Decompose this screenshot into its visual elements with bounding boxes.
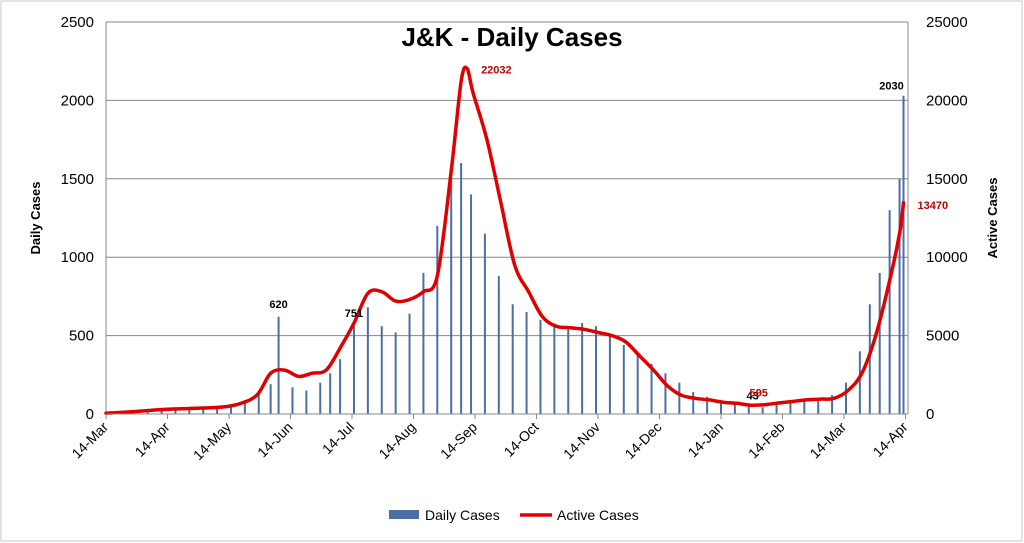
daily-cases-bar [422,272,425,414]
daily-cases-bar [436,225,439,414]
daily-cases-bar [868,304,871,414]
annotation-label: 2030 [879,81,903,93]
daily-cases-bar [408,313,411,414]
right-y-tick-label: 20000 [926,92,968,109]
daily-cases-bar [664,373,667,414]
daily-cases-bar [202,408,205,414]
daily-cases-bar [622,345,625,414]
daily-cases-bar [581,323,584,414]
annotation-label: 620 [269,299,287,311]
legend-label-active: Active Cases [557,507,639,523]
legend-label-daily: Daily Cases [425,507,500,523]
daily-cases-bar [733,403,736,414]
chart-title: J&K - Daily Cases [401,22,622,52]
daily-cases-bar [902,95,905,415]
daily-cases-bar [277,316,280,414]
daily-cases-bar [775,404,778,414]
daily-cases-bars [118,95,905,415]
daily-cases-bar [319,382,322,414]
daily-cases-bar [706,396,709,414]
annotation-label: 43 [747,390,759,402]
daily-cases-bar [380,326,383,414]
daily-cases-bar [898,178,901,414]
daily-cases-bar [636,354,639,414]
gridlines [106,21,908,337]
right-y-tick-label: 5000 [926,328,959,345]
left-y-tick-label: 500 [69,328,94,345]
daily-cases-bar [174,410,177,414]
daily-cases-bar [817,399,820,414]
legend-swatch-daily [389,510,419,519]
legend: Daily Cases Active Cases [389,507,639,523]
daily-cases-bar [553,326,556,414]
right-y-tick-label: 10000 [926,249,968,266]
daily-cases-bar [539,319,542,414]
right-y-tick-label: 0 [926,406,934,423]
annotation-label: 595 [749,388,767,400]
left-y-tick-label: 0 [86,406,94,423]
right-y-tick-label: 15000 [926,171,968,188]
daily-cases-bar [216,406,219,414]
left-y-tick-label: 2500 [61,14,94,31]
right-axis-label: Active Cases [985,178,1000,259]
left-y-tick-labels: 0 500 1000 1500 2000 2500 [61,14,94,423]
left-y-tick-label: 2000 [61,92,94,109]
daily-cases-bar [394,332,397,414]
daily-cases-bar [339,359,342,414]
daily-cases-bar [160,410,163,414]
daily-cases-bar [858,351,861,414]
daily-cases-bar [257,393,260,414]
daily-cases-bar [747,405,750,414]
daily-cases-bar [366,307,369,414]
left-y-tick-label: 1500 [61,171,94,188]
annotation-label: 22032 [481,65,512,77]
daily-cases-bar [525,312,528,414]
daily-cases-bar [305,390,308,414]
daily-cases-bar [678,382,681,414]
annotation-label: 13470 [918,200,949,212]
daily-cases-bar [720,399,722,414]
daily-cases-bar [450,178,453,414]
right-y-tick-label: 25000 [926,14,968,31]
daily-cases-bar [888,210,891,414]
daily-cases-bar [650,363,653,414]
daily-cases-bar [831,395,834,414]
right-y-tick-labels: 0 5000 10000 15000 20000 25000 [926,14,968,423]
daily-cases-bar [803,401,806,414]
left-y-tick-label: 1000 [61,249,94,266]
daily-cases-bar [470,194,473,414]
daily-cases-bar [329,373,332,414]
daily-cases-bar [352,326,355,414]
daily-cases-bar [567,329,570,414]
daily-cases-bar [511,304,514,414]
daily-cases-bar [146,412,149,414]
daily-cases-bar [483,233,486,414]
daily-cases-bar [761,407,764,414]
daily-cases-bar [844,382,847,414]
daily-cases-bar [460,163,463,414]
daily-cases-bar [595,326,598,414]
daily-cases-bar [188,409,191,414]
daily-cases-bar [229,404,232,414]
daily-cases-bar [291,387,294,414]
left-axis-label: Daily Cases [28,182,43,255]
daily-cases-bar [789,403,792,414]
active-cases-line [104,65,906,415]
daily-cases-bar [878,272,881,414]
daily-cases-bar [269,384,272,414]
annotation-label: 751 [345,308,363,320]
daily-cases-bar [497,276,500,414]
daily-cases-bar [692,392,695,414]
daily-cases-bar [243,399,246,414]
daily-cases-bar [608,335,611,414]
